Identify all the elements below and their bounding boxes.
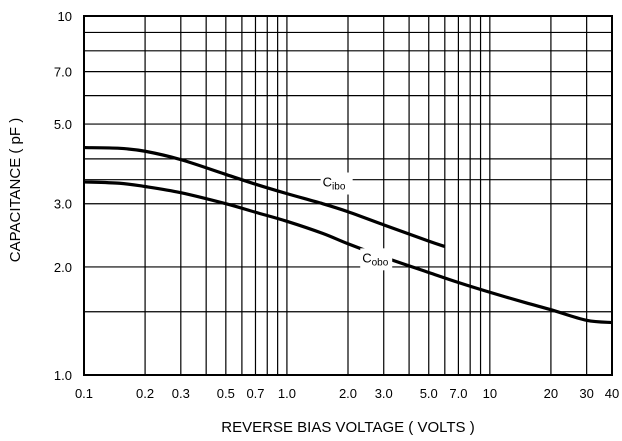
x-tick-label: 0.3	[172, 386, 190, 401]
y-tick-label: 5.0	[54, 117, 72, 132]
x-tick-label: 5.0	[420, 386, 438, 401]
series-curves	[83, 145, 613, 325]
plot-frame	[83, 15, 613, 376]
series-label-cobo: Cobo	[362, 250, 389, 268]
y-tick-label: 10	[58, 9, 72, 24]
y-tick-label: 3.0	[54, 197, 72, 212]
grid-lines	[83, 15, 613, 376]
x-tick-label: 30	[579, 386, 593, 401]
x-tick-label: 10	[483, 386, 497, 401]
x-tick-label: 0.5	[217, 386, 235, 401]
tick-labels: 0.1 0.2 0.3 0.5 0.7 1.0 2.0 3.0 5.0 7.0 10 20 30 40 1.…	[54, 9, 619, 401]
x-tick-label: 7.0	[449, 386, 467, 401]
series-label-bg	[360, 248, 393, 271]
series-line-cobo	[83, 180, 613, 325]
series-label-cibo: Cibo	[323, 175, 346, 193]
x-axis-title: REVERSE BIAS VOLTAGE ( VOLTS )	[221, 419, 474, 436]
plot-border	[83, 15, 613, 376]
x-tick-label: 0.1	[75, 386, 93, 401]
x-tick-label: 2.0	[339, 386, 357, 401]
x-tick-label: 1.0	[278, 386, 296, 401]
y-tick-label: 7.0	[54, 65, 72, 80]
y-tick-label: 2.0	[54, 260, 72, 275]
x-tick-label: 20	[544, 386, 558, 401]
y-axis-title: CAPACITANCE ( pF )	[7, 118, 24, 262]
y-tick-label: 1.0	[54, 368, 72, 383]
x-tick-label: 3.0	[375, 386, 393, 401]
annotations: Cibo Cobo	[320, 172, 393, 271]
series-line-cibo	[83, 145, 446, 249]
series-label-bg	[320, 172, 353, 195]
x-tick-label: 40	[605, 386, 619, 401]
x-tick-label: 0.7	[246, 386, 264, 401]
x-tick-label: 0.2	[136, 386, 154, 401]
